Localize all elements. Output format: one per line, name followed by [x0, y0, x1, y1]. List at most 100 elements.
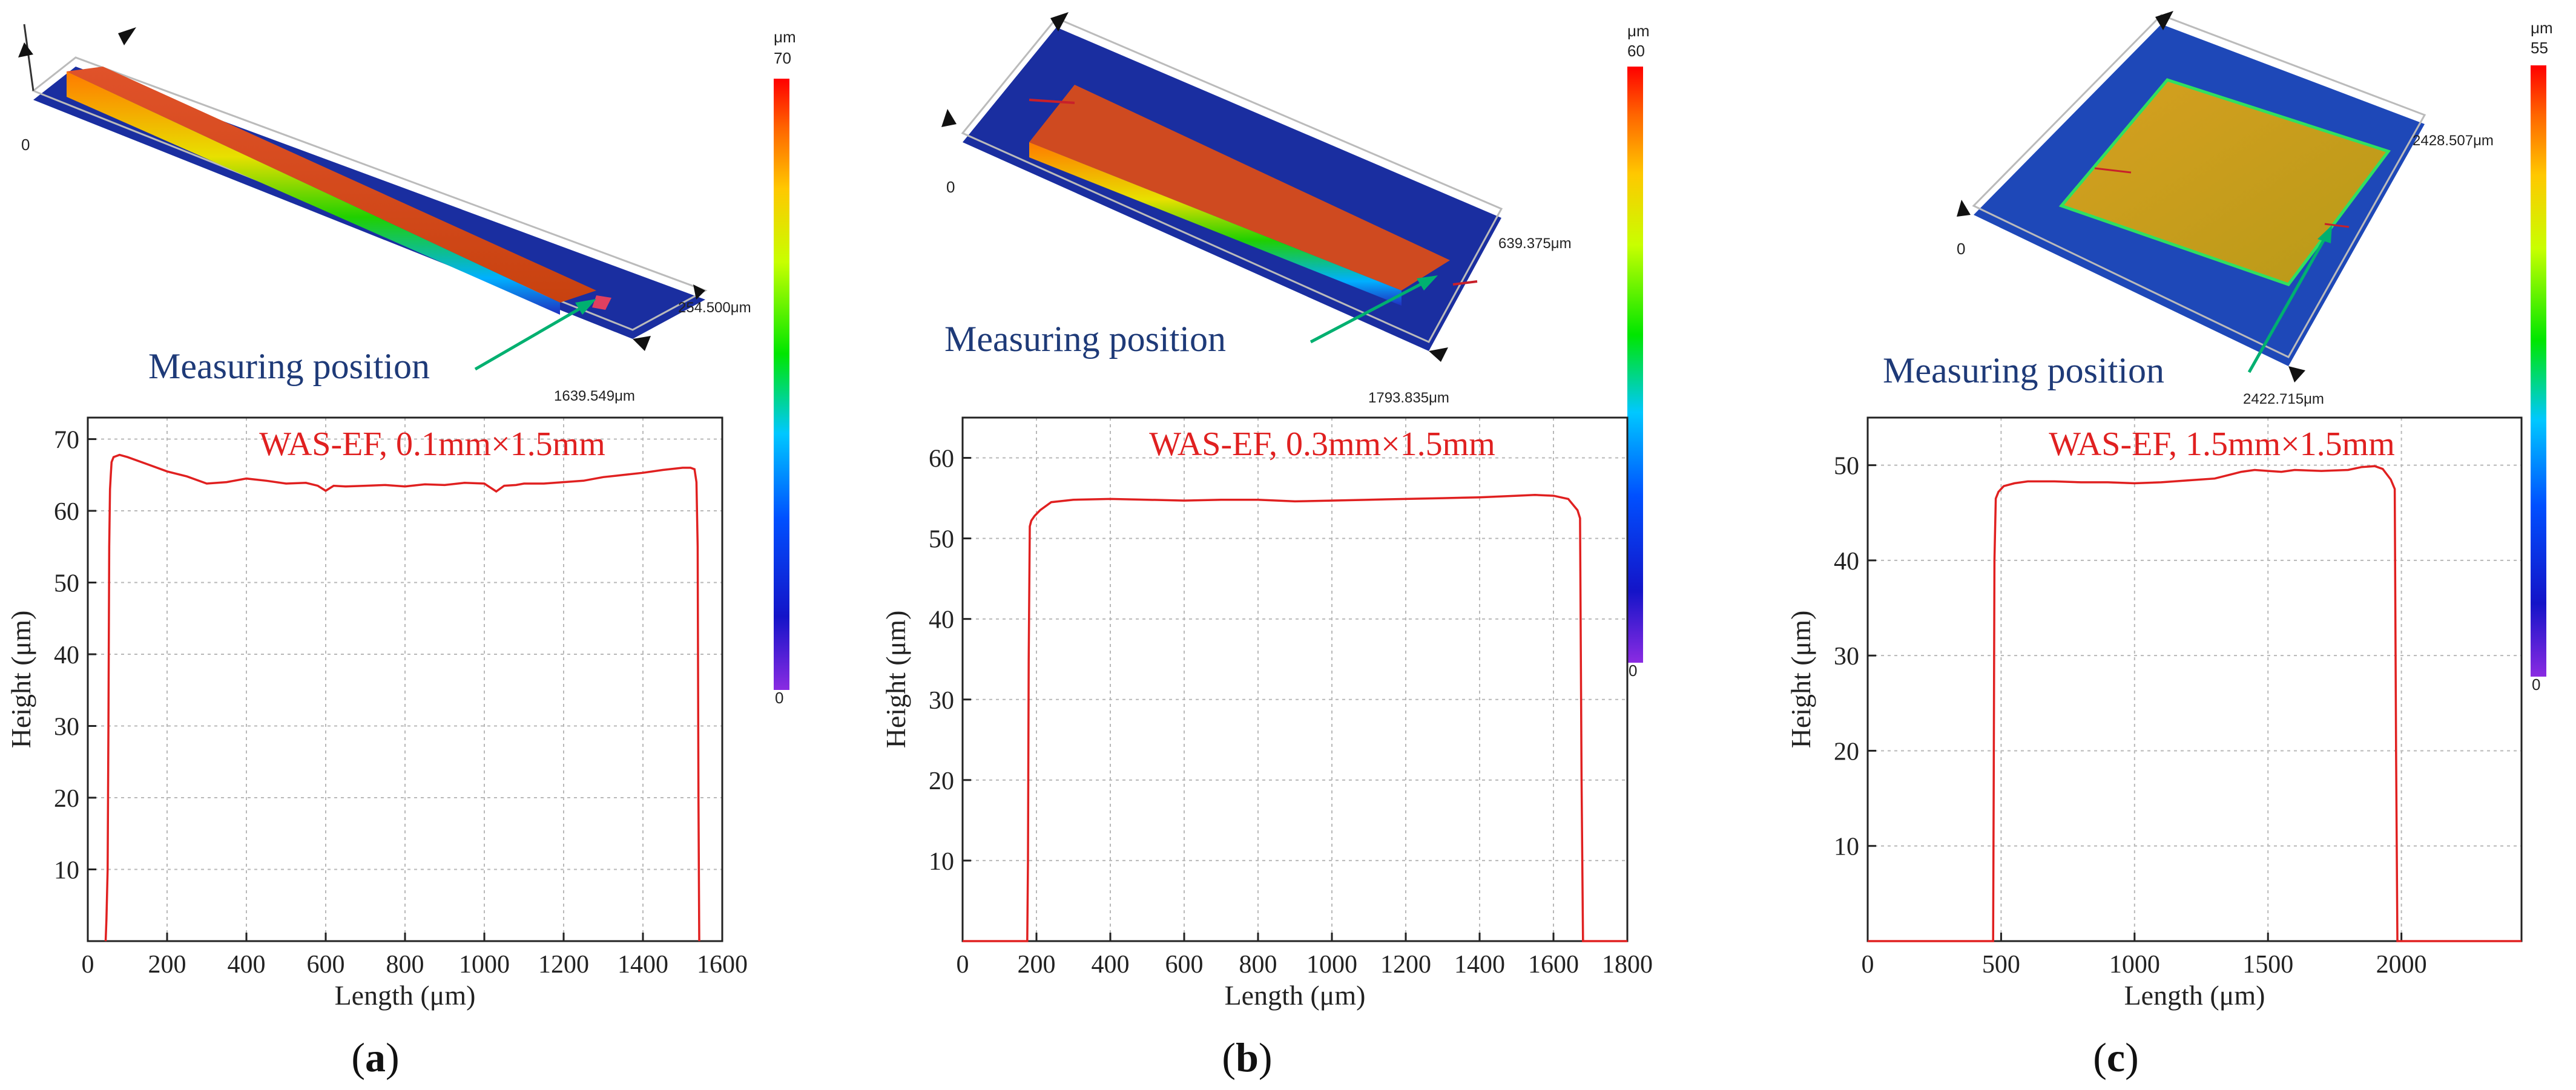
x-tick-label-b: 1200	[1380, 951, 1431, 979]
x-tick-label-c: 500	[1982, 951, 2020, 979]
y-axis-label-a: Height (μm)	[5, 611, 36, 749]
colorbar-min-b: 0	[1629, 662, 1637, 680]
profile-chart-a: 0 200 400 600 800 1000 1200 1400 1600 10 20 30 40 50 6…	[5, 416, 748, 1011]
axis-arrow-a1	[18, 42, 33, 57]
axis-arrow-c1	[1957, 200, 1971, 217]
measuring-marker-a	[592, 295, 611, 310]
colorbar-b	[1627, 67, 1643, 663]
colorbar-max-b: 60	[1627, 42, 1645, 60]
colorbar-min-c: 0	[2532, 675, 2540, 694]
plot-frame-b	[961, 416, 1629, 942]
measuring-arrowhead-b	[1417, 275, 1438, 291]
x-tick-label-a: 1200	[538, 951, 589, 979]
y-tick-label-c: 20	[1834, 738, 1859, 766]
x-tick-label-a: 0	[82, 951, 94, 979]
surface-dim-width-c: 2428.507μm	[2413, 133, 2494, 149]
sample-top-c	[2058, 78, 2391, 286]
surface-panel-a: 0 254.500μm 1639.549μm μm 70 0 Measuring…	[18, 24, 796, 707]
x-tick-label-c: 1000	[2109, 951, 2160, 979]
y-tick-label-c: 40	[1834, 548, 1859, 576]
surface-origin-c: 0	[1957, 240, 1965, 258]
panel-label-a: (a)	[351, 1034, 399, 1080]
panel-label-b: (b)	[1222, 1034, 1272, 1080]
x-tick-label-b: 800	[1239, 951, 1277, 979]
x-tick-label-c: 1500	[2242, 951, 2293, 979]
chart-title-c: WAS-EF, 1.5mm×1.5mm	[2049, 425, 2395, 463]
surface-dim-length-c: 2422.715μm	[2243, 391, 2324, 407]
y-tick-label-a: 20	[54, 785, 79, 813]
y-tick-label-b: 50	[929, 526, 954, 554]
x-tick-label-b: 600	[1165, 951, 1204, 979]
axis-arrow-b3	[1429, 347, 1448, 362]
x-axis-label-a: Length (μm)	[335, 980, 476, 1011]
y-tick-label-a: 60	[54, 498, 79, 526]
profile-chart-c: 0 500 1000 1500 2000 10 20 30 40 50 Length (μm) Hei…	[1785, 416, 2523, 1011]
measuring-label-a: Measuring position	[148, 346, 430, 386]
x-tick-label-c: 2000	[2376, 951, 2427, 979]
sample-top-a	[67, 67, 596, 303]
colorbar-c	[2531, 65, 2546, 677]
y-tick-label-a: 30	[54, 714, 79, 741]
colorbar-max-a: 70	[774, 49, 791, 67]
measuring-label-b: Measuring position	[944, 319, 1226, 359]
y-tick-label-c: 50	[1834, 453, 1859, 481]
x-tick-label-a: 1000	[459, 951, 510, 979]
x-tick-label-b: 1000	[1306, 951, 1357, 979]
x-tick-label-b: 200	[1018, 951, 1056, 979]
y-tick-label-c: 30	[1834, 643, 1859, 671]
x-tick-label-a: 1400	[618, 951, 668, 979]
profile-chart-b: 0 200 400 600 800 1000 1200 1400 1600 18001020304…	[880, 416, 1653, 1011]
surface-dim-width-b: 639.375μm	[1498, 235, 1572, 252]
colorbar-min-a: 0	[775, 689, 783, 707]
measuring-arrowhead-a	[575, 299, 596, 315]
y-tick-label-b: 10	[929, 848, 954, 876]
x-tick-label-a: 400	[228, 951, 266, 979]
measuring-arrow-c	[2247, 232, 2330, 373]
y-tick-label-b: 60	[929, 445, 954, 473]
y-tick-label-b: 40	[929, 606, 954, 634]
measuring-arrow-b	[1309, 277, 1433, 344]
axis-arrow-a4	[693, 284, 705, 300]
y-tick-label-a: 50	[54, 570, 79, 598]
y-tick-label-b: 20	[929, 767, 954, 795]
panel-label-letter-b: b	[1236, 1034, 1259, 1080]
colorbar-unit-b: μm	[1627, 22, 1650, 40]
surface-dim-length-b: 1793.835μm	[1368, 390, 1449, 406]
y-tick-label-b: 30	[929, 687, 954, 715]
x-tick-label-a: 200	[148, 951, 186, 979]
chart-title-b: WAS-EF, 0.3mm×1.5mm	[1149, 425, 1495, 463]
chart-title-a: WAS-EF, 0.1mm×1.5mm	[259, 425, 605, 463]
axis-arrow-a2	[118, 27, 136, 45]
x-tick-label-b: 400	[1092, 951, 1130, 979]
plot-frame-c	[1866, 416, 2523, 942]
x-tick-label-b: 0	[957, 951, 969, 979]
measuring-arrow-a	[474, 301, 591, 371]
y-tick-label-c: 10	[1834, 833, 1859, 861]
x-axis-label-c: Length (μm)	[2124, 980, 2265, 1011]
axis-arrow-b1	[941, 109, 957, 127]
surface-frame-b	[961, 17, 1503, 343]
axis-arrow-c2	[2155, 11, 2173, 30]
x-tick-label-b: 1800	[1602, 951, 1653, 979]
axis-arrow-c3	[2288, 366, 2305, 382]
sample-side-b	[1029, 142, 1402, 306]
profile-line-c	[1868, 465, 2522, 942]
y-tick-label-a: 40	[54, 642, 79, 669]
sample-top-b	[1029, 85, 1450, 291]
profile-line-b	[963, 494, 1627, 942]
surface-panel-c: 0 2428.507μm 2422.715μm μm 55 0 Measurin…	[1883, 11, 2553, 694]
colorbar-max-c: 55	[2531, 39, 2548, 57]
y-tick-label-a: 70	[54, 427, 79, 455]
profile-line-a	[104, 453, 700, 942]
x-tick-label-a: 1600	[697, 951, 748, 979]
colorbar-unit-a: μm	[774, 28, 796, 46]
y-axis-label-b: Height (μm)	[880, 611, 911, 749]
colorbar-a	[774, 79, 789, 690]
surface-origin-b: 0	[946, 178, 955, 196]
panel-label-c: (c)	[2093, 1034, 2139, 1080]
y-tick-label-a: 10	[54, 857, 79, 885]
surface-dim-length-a: 1639.549μm	[554, 388, 635, 404]
colorbar-unit-c: μm	[2531, 19, 2553, 37]
surface-panel-b: 0 639.375μm 1793.835μm μm 60 0 Measuring…	[941, 12, 1650, 680]
